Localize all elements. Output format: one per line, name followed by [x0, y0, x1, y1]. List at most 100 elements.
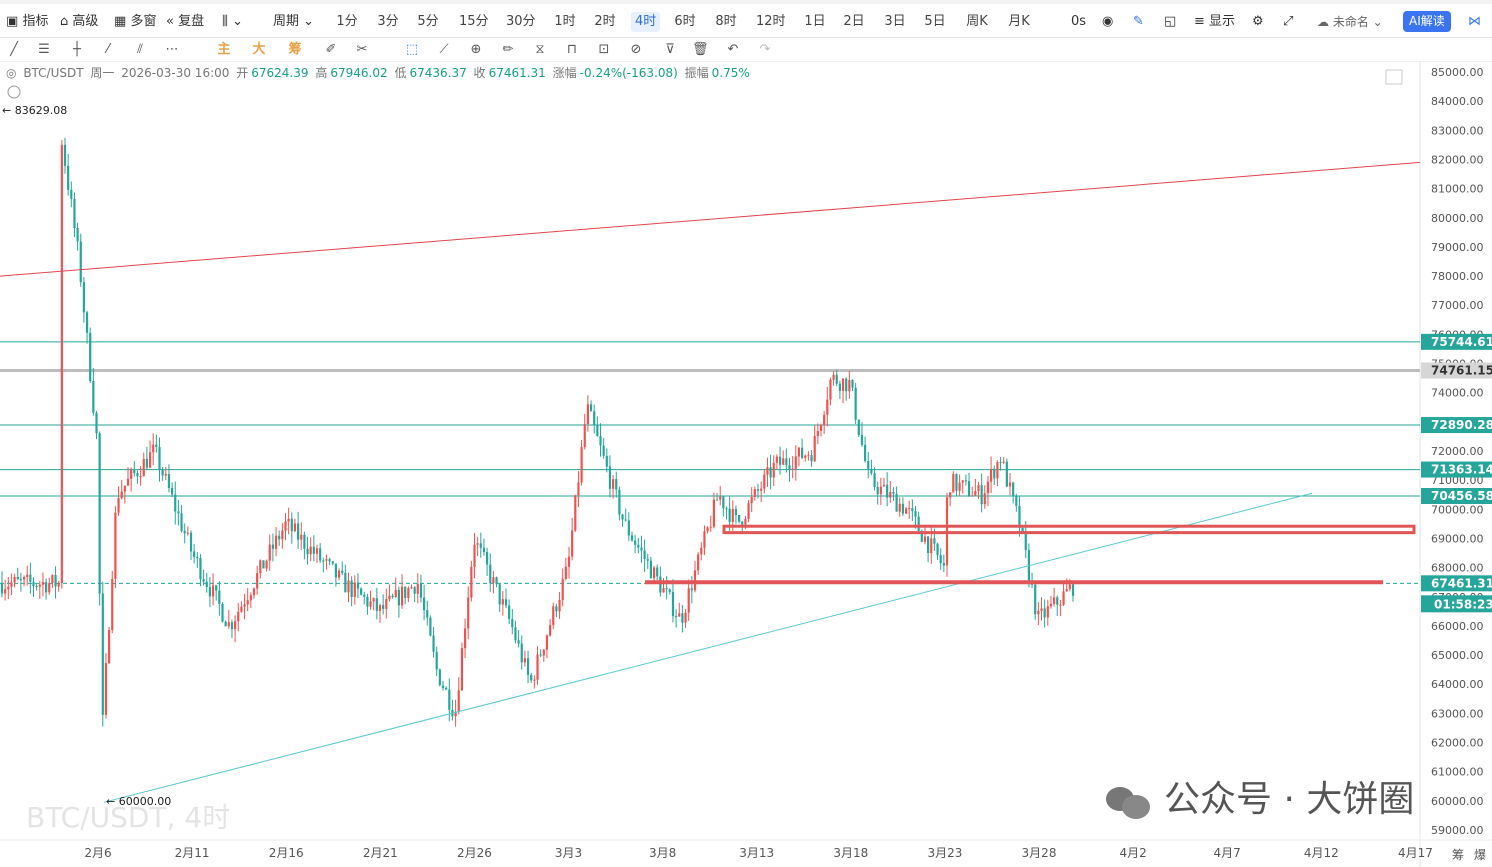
candle-body [794, 456, 797, 469]
redo-icon[interactable]: ↷ [759, 42, 771, 57]
candle-body [48, 583, 51, 593]
layout-dropdown[interactable]: ☁ 未命名 ⌄ [1317, 15, 1383, 29]
period-tab-5[interactable]: 1时 [554, 14, 576, 29]
select-icon[interactable]: ⬚ [405, 42, 419, 57]
fullscreen-icon[interactable]: ⤢ [1283, 14, 1294, 29]
candle-body [133, 469, 136, 474]
period-tab-2[interactable]: 5分 [417, 14, 439, 29]
line-tool-icon[interactable]: ╱ [10, 42, 18, 57]
scissor-icon[interactable]: ✂ [356, 42, 368, 57]
candle-body [675, 616, 678, 618]
candle-body [486, 552, 489, 565]
replay-button[interactable]: « 复盘 [166, 14, 205, 29]
ray-tool-icon[interactable]: ⁄ [106, 42, 110, 57]
period-tab-0[interactable]: 1分 [336, 14, 358, 29]
period-tab-7[interactable]: 4时 [631, 12, 661, 32]
pattern-icon[interactable]: ⧖ [535, 42, 545, 57]
candle-body [438, 669, 441, 686]
candle-body [1012, 482, 1015, 496]
more-tools-icon[interactable]: ⋯ [165, 42, 179, 57]
indicator-button[interactable]: ▣ 指标 [6, 14, 49, 29]
trash-icon[interactable]: 🗑 [692, 42, 709, 57]
ai-interpret-button[interactable]: AI解读 [1403, 11, 1451, 32]
settings-icon[interactable]: ⚙ [1252, 14, 1264, 29]
corner-liquidation-label[interactable]: 爆 [1474, 848, 1487, 862]
price-axis[interactable]: 85000.00 84000.00 83000.00 82000.00 81000.00… [1431, 66, 1484, 837]
chart-type-button[interactable]: ⫼ ⌄ [222, 12, 243, 32]
candle-body [256, 573, 259, 589]
candle-body [413, 587, 416, 594]
candle-body [668, 589, 671, 593]
candle-body [325, 559, 328, 561]
candle-body [492, 577, 495, 584]
candle-body [738, 514, 741, 522]
chevron-down-icon: ⌄ [303, 14, 315, 29]
lock-icon[interactable]: ⊓ [566, 42, 578, 57]
candle-body [319, 548, 322, 561]
horizontal-ray-icon[interactable]: ┼ [73, 42, 81, 57]
multiwindow-button[interactable]: ▦ 多窗 [114, 14, 157, 29]
edit-icon[interactable]: ✐ [325, 42, 337, 57]
candle-body [882, 484, 886, 487]
eye-icon[interactable]: ◎ [6, 66, 17, 80]
period-tab-15[interactable]: 周K [966, 14, 988, 29]
candle-body [678, 613, 681, 617]
chip-indicator-button[interactable]: 筹 [288, 42, 302, 57]
magnet-icon[interactable]: ⊘ [630, 42, 642, 57]
period-tab-14[interactable]: 5日 [924, 14, 946, 29]
candle-body [114, 512, 117, 579]
candle-body [366, 596, 369, 607]
candle-body [552, 606, 555, 626]
candle-body [171, 488, 174, 495]
candle-body [971, 495, 974, 497]
main-indicator-button[interactable]: 主 [217, 42, 231, 57]
camera-icon[interactable]: ◉ [1102, 14, 1114, 29]
period-tab-16[interactable]: 月K [1008, 14, 1030, 29]
horizontal-lines-icon[interactable]: ☰ [38, 42, 50, 57]
window-strip [0, 0, 1492, 4]
candle-body [38, 584, 41, 587]
brush-icon[interactable]: ✏ [502, 42, 514, 57]
price-level-tag-text: 71363.14 [1431, 463, 1492, 477]
ruler-icon[interactable]: ⟋ [439, 42, 449, 57]
advanced-button[interactable]: ⌂ 高级 [60, 14, 99, 29]
candle-body [419, 583, 423, 598]
filter-icon[interactable]: ⊽ [665, 42, 675, 57]
period-tab-6[interactable]: 2时 [594, 14, 616, 29]
period-tab-1[interactable]: 3分 [377, 14, 399, 29]
corner-chip-label[interactable]: 筹 [1452, 848, 1465, 862]
pen-icon[interactable]: ✎ [1133, 14, 1144, 29]
period-dropdown[interactable]: 周期 ⌄ [273, 14, 315, 29]
period-tab-12[interactable]: 2日 [843, 14, 865, 29]
window-icon[interactable]: ◱ [1164, 14, 1177, 29]
undo-icon[interactable]: ↶ [727, 42, 739, 57]
candle-body [533, 679, 536, 681]
big-indicator-button[interactable]: 大 [252, 42, 266, 57]
time-axis[interactable]: 2月6 2月11 2月16 2月21 2月26 3月3 3月8 3月13 3月18 3月23 3月2… [84, 846, 1432, 860]
candle-body [785, 458, 788, 466]
period-tab-11[interactable]: 1日 [804, 14, 826, 29]
time-tick-label: 3月28 [1022, 846, 1057, 860]
candle-body [13, 576, 16, 583]
cloud-icon: ☁ [1317, 15, 1329, 29]
price-tick-label: 69000.00 [1431, 532, 1484, 545]
candle-body [287, 518, 290, 522]
candle-body [473, 544, 476, 567]
candle-body [766, 467, 769, 475]
period-tab-4[interactable]: 30分 [506, 14, 536, 29]
candle-body [85, 312, 89, 333]
price-chart[interactable]: 85000.00 84000.00 83000.00 82000.00 81000.00… [0, 62, 1492, 867]
note-icon[interactable]: ⊡ [598, 42, 610, 57]
share-icon[interactable]: ⋈ [1468, 14, 1481, 29]
display-button[interactable]: ≡ 显示 [1194, 14, 1236, 29]
parallel-channel-icon[interactable]: ⫽ [137, 42, 143, 57]
period-tab-3[interactable]: 15分 [459, 14, 489, 29]
zoom-icon[interactable]: ⊕ [470, 42, 482, 57]
period-tab-13[interactable]: 3日 [884, 14, 906, 29]
period-tab-9[interactable]: 8时 [715, 14, 737, 29]
candle-body [1071, 584, 1075, 596]
seconds-label[interactable]: 0s [1071, 14, 1087, 29]
period-tab-10[interactable]: 12时 [756, 14, 786, 29]
period-tab-8[interactable]: 6时 [674, 14, 696, 29]
candle-body [605, 455, 608, 467]
